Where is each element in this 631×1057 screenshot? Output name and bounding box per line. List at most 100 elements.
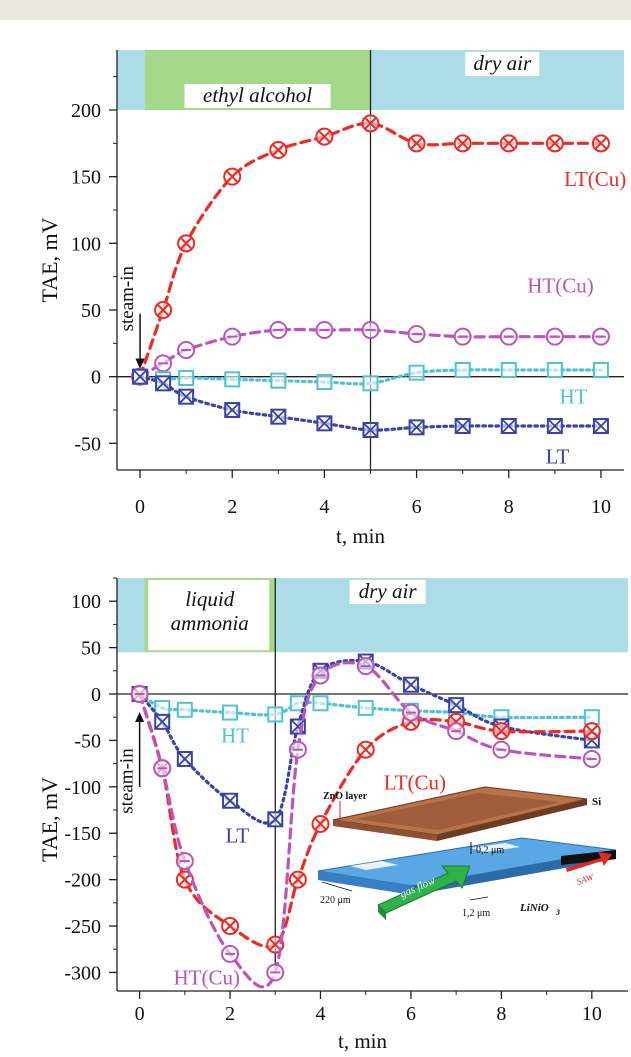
phase-band-pre — [117, 578, 145, 653]
data-point — [499, 134, 518, 153]
data-point — [591, 134, 610, 153]
data-point — [311, 814, 330, 833]
data-point — [132, 368, 149, 385]
y-tick-label: -150 — [64, 823, 101, 845]
saw-label: SAW — [575, 871, 596, 887]
x-tick-label: 0 — [135, 1003, 145, 1025]
data-point — [408, 364, 425, 381]
data-point — [546, 418, 563, 434]
data-point — [270, 372, 287, 389]
electrode-pad — [350, 861, 398, 870]
y-tick-label: 0 — [91, 367, 101, 389]
data-point — [316, 415, 333, 432]
x-tick-label: 10 — [591, 496, 611, 518]
data-point — [583, 709, 600, 726]
data-point — [223, 327, 242, 346]
pitch-label: 1,2 μm — [462, 908, 490, 919]
data-point — [407, 325, 426, 343]
data-point — [221, 944, 240, 963]
data-point — [221, 917, 240, 936]
y-tick-label: -250 — [64, 916, 101, 938]
data-point — [176, 701, 193, 718]
data-point — [454, 418, 471, 434]
x-tick-label: 0 — [135, 496, 145, 518]
data-point — [546, 362, 563, 378]
y-tick-label: -50 — [74, 433, 101, 455]
data-point — [362, 375, 379, 392]
electrode-pad — [470, 843, 520, 852]
y-axis-label: TAE, mV — [37, 217, 62, 302]
data-point — [155, 375, 172, 392]
data-point — [402, 676, 419, 693]
data-point — [453, 134, 472, 153]
series-htcu — [130, 657, 601, 989]
data-point — [154, 301, 173, 319]
zno-plate-side — [437, 799, 587, 841]
phase-label-1: dry air — [465, 51, 540, 76]
series-htcu — [131, 321, 610, 386]
data-point — [153, 759, 172, 778]
substrate-label: LiNiO — [519, 902, 549, 914]
phase-label-text: dry air — [473, 51, 532, 75]
data-point — [447, 722, 466, 741]
substrate-front — [318, 871, 412, 895]
data-point — [316, 374, 333, 390]
data-point — [592, 362, 609, 378]
x-axis-label: t, min — [338, 1029, 388, 1053]
data-point — [408, 419, 425, 436]
data-point — [401, 703, 420, 722]
width-dim-line — [321, 881, 353, 892]
series-label: HT — [221, 723, 249, 747]
y-tick-label: 100 — [71, 233, 101, 255]
x-tick-label: 8 — [504, 496, 514, 518]
y-tick-label: -100 — [64, 777, 101, 799]
data-point — [357, 699, 374, 716]
data-point — [591, 327, 610, 346]
y-tick-label: -300 — [64, 962, 101, 984]
width-label: 220 μm — [320, 895, 351, 906]
data-point — [454, 362, 471, 378]
data-point — [356, 740, 375, 759]
si-label: Si — [592, 796, 601, 808]
data-point — [288, 870, 307, 889]
substrate-subscript: 3 — [555, 908, 560, 917]
phase-band-pre — [117, 50, 145, 110]
x-tick-label: 4 — [319, 496, 329, 518]
data-point — [312, 695, 329, 712]
x-axis-label: t, min — [336, 524, 386, 548]
y-tick-label: -50 — [74, 730, 101, 752]
data-point — [267, 706, 284, 723]
data-point — [361, 321, 380, 339]
data-point — [154, 713, 171, 730]
data-point — [222, 792, 239, 809]
data-point — [582, 749, 601, 768]
data-point — [315, 127, 334, 146]
data-point — [448, 697, 465, 714]
data-point — [362, 422, 379, 438]
data-point — [224, 402, 241, 418]
data-point — [177, 234, 196, 253]
gap-label: 0,2 μm — [476, 845, 504, 856]
zno-plate-front — [333, 820, 437, 841]
data-point — [266, 963, 285, 982]
saw-arrow — [566, 852, 612, 872]
data-point — [492, 722, 511, 741]
series-label: LT(Cu) — [384, 771, 446, 795]
data-point — [223, 167, 242, 186]
data-point — [175, 852, 194, 871]
series-label: LT — [226, 824, 250, 848]
steam-in-label: steam-in — [117, 265, 138, 331]
x-tick-label: 6 — [412, 496, 422, 518]
y-tick-label: 50 — [81, 638, 101, 660]
phase-band-1 — [275, 578, 628, 653]
phase-label-text: ethyl alcohol — [203, 83, 312, 107]
data-point — [288, 740, 307, 759]
data-point — [178, 370, 195, 386]
gas-flow-arrow-side — [378, 905, 386, 920]
x-tick-label: 10 — [582, 1003, 602, 1025]
data-point — [453, 327, 472, 346]
y-tick-label: 150 — [71, 167, 101, 189]
zno-label: ZnO layer — [323, 791, 368, 802]
data-point — [311, 666, 330, 685]
series-ht — [131, 686, 600, 726]
